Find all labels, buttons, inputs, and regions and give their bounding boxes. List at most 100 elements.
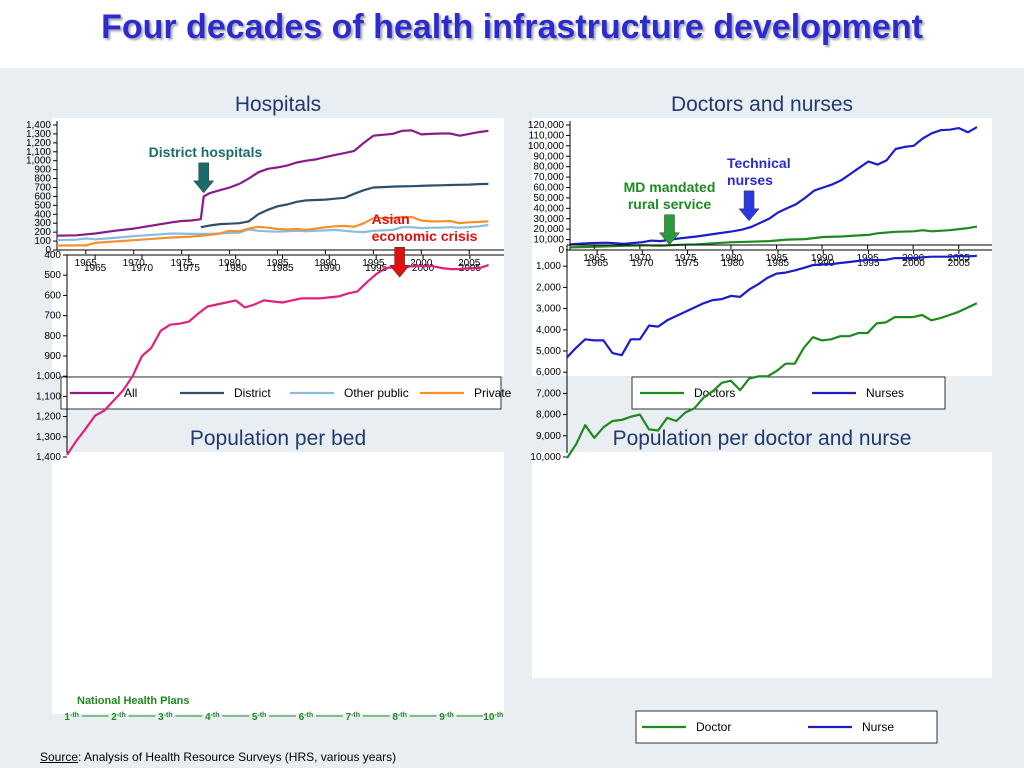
x-tick-label: 1975 (171, 258, 194, 269)
y-tick-label: 1,000 (36, 371, 61, 382)
x-tick-label: 1995 (365, 263, 388, 274)
annotation-text: Technical nurses (727, 155, 791, 188)
plan-suffix: -th (257, 712, 266, 719)
x-tick-label: 1995 (857, 258, 880, 269)
x-tick-label: 1985 (271, 263, 294, 274)
series-line-doctor (566, 302, 978, 459)
chart-4: Population per doctor and nurse 1,000 2,00… (530, 244, 992, 744)
x-tick-label: 1985 (765, 253, 788, 264)
chart-title: Doctors and nurses (671, 93, 853, 116)
y-tick-label: 900 (34, 165, 51, 176)
y-tick-label: 100,000 (528, 141, 565, 152)
x-tick-label: 1965 (75, 258, 98, 269)
y-tick-label: 110,000 (529, 130, 565, 141)
x-tick-label: 1990 (811, 253, 834, 264)
annotation-line: nurses (727, 172, 773, 188)
x-tick-label: 1980 (722, 258, 745, 269)
annotation-2: Technical nurses (727, 155, 791, 222)
plan-number: 8-th (392, 712, 407, 723)
legend-label: Other public (344, 386, 409, 400)
y-tick-label: 4,000 (536, 325, 561, 336)
series-line-all (56, 129, 489, 237)
chart-title: Hospitals (235, 93, 321, 116)
x-tick-label: 1965 (586, 258, 609, 269)
y-tick-label: 1,100 (26, 147, 51, 158)
plot-area (52, 452, 504, 714)
y-tick-label: 120,000 (528, 120, 565, 131)
plan-suffix: -th (304, 712, 313, 719)
x-tick-label: 2000 (903, 258, 926, 269)
plan-ordinal: 9 (439, 712, 445, 723)
y-tick-label: 70,000 (533, 172, 564, 183)
plan-number: 3-th (158, 712, 173, 723)
y-tick-label: 9,000 (536, 431, 561, 442)
plan-number: 6-th (299, 712, 314, 723)
plan-suffix: -th (164, 712, 173, 719)
plan-suffix: -th (211, 712, 220, 719)
plan-suffix: -th (351, 712, 360, 719)
plan-ordinal: 2 (111, 712, 117, 723)
x-tick-label: 2005 (948, 253, 971, 264)
plot-area (52, 118, 504, 376)
y-tick-label: 300 (34, 218, 51, 229)
y-tick-label: 900 (44, 351, 61, 362)
y-tick-label: 500 (34, 200, 51, 211)
y-tick-label: 1,200 (26, 138, 51, 149)
y-tick-label: 1,000 (26, 156, 51, 167)
legend-box (635, 710, 938, 744)
chart-1: Hospitals01002003004005006007008009001,0… (26, 93, 512, 410)
plan-ordinal: 3 (158, 712, 164, 723)
x-tick-label: 2000 (410, 258, 433, 269)
x-tick-label: 1995 (362, 258, 385, 269)
x-tick-label: 1980 (218, 258, 241, 269)
y-tick-label: 7,000 (536, 388, 561, 399)
series-line-nurses (569, 126, 978, 246)
y-tick-label: 8,000 (536, 410, 561, 421)
y-tick-label: 1,100 (36, 391, 61, 402)
x-tick-label: 1970 (123, 258, 146, 269)
y-tick-label: 90,000 (533, 151, 564, 162)
y-tick-label: 5,000 (536, 346, 561, 357)
series-line-population-per-bed (66, 264, 489, 456)
y-tick-label: 1,400 (26, 120, 51, 131)
legend-label: All (124, 386, 137, 400)
annotation-arrow (658, 214, 681, 246)
annotation-arrow (193, 162, 215, 194)
legend: Doctors Nurses (631, 376, 946, 410)
plan-number: 2-th (111, 712, 126, 723)
plans-label: National Health Plans (77, 695, 189, 707)
y-tick-label: 200 (34, 227, 51, 238)
x-tick-label: 1990 (314, 258, 337, 269)
x-tick-label: 1985 (767, 258, 790, 269)
series-line-nurse (566, 254, 977, 359)
annotation-1: MD mandated rural service (624, 179, 715, 246)
plan-ordinal: 7 (346, 712, 352, 723)
legend-label: Private (474, 386, 512, 400)
plan-number: 5-th (252, 712, 267, 723)
annotation-line: Technical (727, 155, 791, 171)
plan-suffix: -th (494, 712, 503, 719)
y-tick-label: 0 (45, 245, 51, 256)
annotation-line: rural service (628, 196, 711, 212)
y-tick-label: 500 (44, 270, 61, 281)
x-tick-label: 1980 (225, 263, 248, 274)
annotation-arrow (389, 246, 411, 278)
x-tick-label: 1975 (676, 258, 699, 269)
x-tick-label: 1995 (856, 253, 879, 264)
y-tick-label: 600 (34, 191, 51, 202)
annotation-1: Asian economic crisis (372, 211, 478, 278)
y-tick-label: 1,200 (36, 412, 61, 423)
page-title: Four decades of health infrastructure de… (101, 8, 923, 46)
plan-suffix: -th (70, 712, 79, 719)
x-tick-label: 1990 (318, 263, 341, 274)
x-tick-label: 1975 (674, 253, 697, 264)
x-tick-label: 1965 (84, 263, 107, 274)
chart-title: Population per bed (190, 427, 366, 450)
annotation-line: economic crisis (372, 228, 478, 244)
chart-2: Doctors and nurses 010,00020,00030,00040,… (528, 93, 992, 410)
plan-number: 4-th (205, 712, 220, 723)
y-tick-label: 0 (558, 245, 564, 256)
plan-ordinal: 6 (299, 712, 305, 723)
